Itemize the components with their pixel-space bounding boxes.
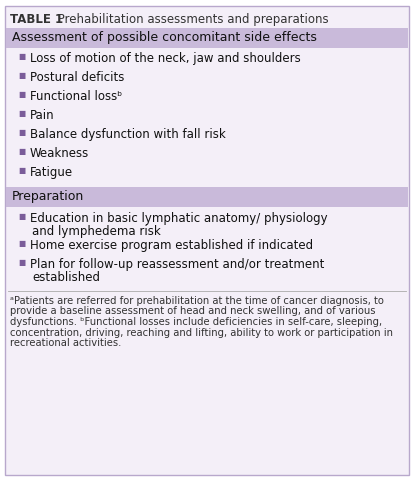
Text: Fatigue: Fatigue bbox=[30, 166, 73, 179]
Text: Home exercise program established if indicated: Home exercise program established if ind… bbox=[30, 239, 313, 252]
Text: Education in basic lymphatic anatomy/ physiology: Education in basic lymphatic anatomy/ ph… bbox=[30, 212, 327, 225]
Text: ■: ■ bbox=[18, 90, 25, 99]
Text: Functional lossᵇ: Functional lossᵇ bbox=[30, 90, 122, 103]
FancyBboxPatch shape bbox=[5, 6, 409, 475]
Text: Assessment of possible concomitant side effects: Assessment of possible concomitant side … bbox=[12, 31, 317, 44]
Text: provide a baseline assessment of head and neck swelling, and of various: provide a baseline assessment of head an… bbox=[10, 307, 376, 316]
Text: ■: ■ bbox=[18, 239, 25, 248]
Text: dysfunctions. ᵇFunctional losses include deficiencies in self-care, sleeping,: dysfunctions. ᵇFunctional losses include… bbox=[10, 317, 382, 327]
Text: ■: ■ bbox=[18, 147, 25, 156]
Text: ■: ■ bbox=[18, 71, 25, 80]
Text: ᵃPatients are referred for prehabilitation at the time of cancer diagnosis, to: ᵃPatients are referred for prehabilitati… bbox=[10, 296, 384, 306]
Text: ■: ■ bbox=[18, 212, 25, 221]
Text: ■: ■ bbox=[18, 128, 25, 137]
Text: ■: ■ bbox=[18, 52, 25, 61]
Text: ■: ■ bbox=[18, 166, 25, 175]
Text: recreational activities.: recreational activities. bbox=[10, 338, 121, 348]
Text: TABLE 1: TABLE 1 bbox=[10, 13, 63, 26]
Text: Preparation: Preparation bbox=[12, 190, 84, 203]
Text: established: established bbox=[32, 271, 100, 284]
Text: Pain: Pain bbox=[30, 109, 55, 122]
Text: ■: ■ bbox=[18, 258, 25, 267]
Text: and lymphedema risk: and lymphedema risk bbox=[32, 225, 161, 238]
Text: ■: ■ bbox=[18, 109, 25, 118]
Text: concentration, driving, reaching and lifting, ability to work or participation i: concentration, driving, reaching and lif… bbox=[10, 327, 393, 337]
Text: Balance dysfunction with fall risk: Balance dysfunction with fall risk bbox=[30, 128, 226, 141]
FancyBboxPatch shape bbox=[6, 187, 408, 207]
Text: Loss of motion of the neck, jaw and shoulders: Loss of motion of the neck, jaw and shou… bbox=[30, 52, 301, 65]
FancyBboxPatch shape bbox=[6, 28, 408, 48]
Text: Weakness: Weakness bbox=[30, 147, 89, 160]
Text: Plan for follow-up reassessment and/or treatment: Plan for follow-up reassessment and/or t… bbox=[30, 258, 325, 271]
Text: Prehabilitation assessments and preparations: Prehabilitation assessments and preparat… bbox=[54, 13, 329, 26]
Text: Postural deficits: Postural deficits bbox=[30, 71, 124, 84]
